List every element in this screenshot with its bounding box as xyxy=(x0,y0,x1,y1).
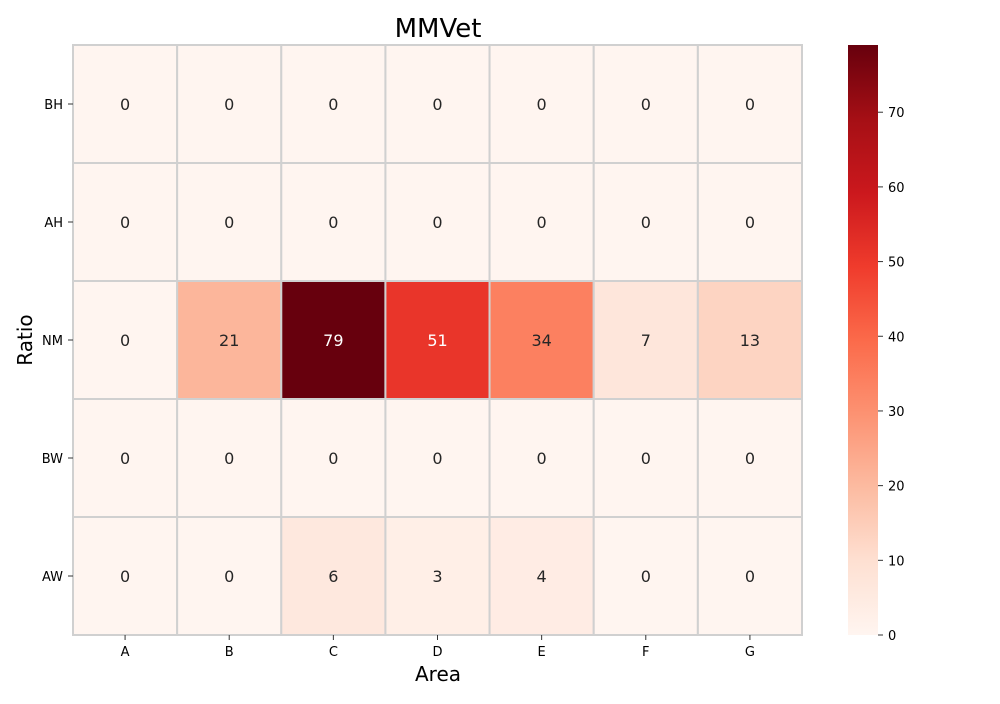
y-tick-label: AW xyxy=(42,570,63,585)
colorbar-tick-label: 30 xyxy=(888,405,905,420)
cell-value-label: 0 xyxy=(120,331,130,350)
x-tick-label: D xyxy=(432,645,442,660)
heatmap-cell xyxy=(280,44,387,164)
x-tick-label: G xyxy=(745,645,755,660)
cell-value-label: 0 xyxy=(120,449,130,468)
colorbar-tick-label: 0 xyxy=(888,629,896,644)
heatmap-cell xyxy=(280,516,387,636)
cell-value-label: 0 xyxy=(641,213,651,232)
colorbar-tick-label: 60 xyxy=(888,181,905,196)
cell-value-label: 0 xyxy=(328,449,338,468)
cell-value-label: 79 xyxy=(323,331,343,350)
heatmap-cell xyxy=(72,44,179,164)
heatmap-cell xyxy=(72,516,179,636)
colorbar-tick-label: 10 xyxy=(888,554,905,569)
colorbar: 0 10 20 30 40 50 60 70 xyxy=(848,45,905,644)
cell-value-label: 0 xyxy=(224,95,234,114)
y-tick-label: BW xyxy=(42,452,63,467)
heatmap-cell xyxy=(592,398,699,518)
colorbar-tick-label: 20 xyxy=(888,480,905,495)
cell-value-label: 0 xyxy=(537,449,547,468)
cell-value-label: 51 xyxy=(427,331,447,350)
cell-value-label: 0 xyxy=(224,213,234,232)
x-tick-label: B xyxy=(225,645,234,660)
cell-value-label: 0 xyxy=(120,95,130,114)
colorbar-tick-label: 50 xyxy=(888,256,905,271)
heatmap-cell xyxy=(488,162,595,282)
colorbar-gradient xyxy=(848,45,878,635)
cell-value-label: 0 xyxy=(432,449,442,468)
y-axis-label: Ratio xyxy=(13,314,37,365)
cell-value-label: 34 xyxy=(531,331,551,350)
y-axis-ticks: BH AH NM BW AW xyxy=(42,98,73,585)
x-axis-ticks: A B C D E F G xyxy=(121,635,755,660)
heatmap-cell xyxy=(280,280,387,400)
cell-value-label: 0 xyxy=(432,213,442,232)
cell-value-label: 0 xyxy=(224,449,234,468)
heatmap-cell xyxy=(592,280,699,400)
heatmap-cell xyxy=(696,280,803,400)
heatmap-cell xyxy=(72,398,179,518)
cell-value-label: 0 xyxy=(745,449,755,468)
heatmap-cell xyxy=(280,162,387,282)
cell-value-label: 0 xyxy=(641,95,651,114)
heatmap-cell xyxy=(488,280,595,400)
colorbar-tick-label: 40 xyxy=(888,330,905,345)
cell-value-label: 0 xyxy=(432,95,442,114)
cell-value-label: 0 xyxy=(745,213,755,232)
cell-value-label: 6 xyxy=(328,567,338,586)
heatmap-cell xyxy=(176,280,283,400)
cell-value-label: 0 xyxy=(745,567,755,586)
cell-value-label: 0 xyxy=(641,567,651,586)
cell-value-label: 0 xyxy=(120,567,130,586)
cell-value-label: 0 xyxy=(641,449,651,468)
heatmap-cell xyxy=(696,162,803,282)
heatmap-cell xyxy=(176,398,283,518)
y-tick-label: NM xyxy=(42,334,63,349)
chart-title: MMVet xyxy=(395,14,482,44)
heatmap-cells: 0 0 0 0 0 0 00 0 0 0 0 0 00 21 79 51 34 7 130 0 0 0 0 0 00 0 6 3 4 0 0 xyxy=(72,44,803,636)
colorbar-tick-label: 70 xyxy=(888,106,905,121)
x-axis-label: Area xyxy=(415,662,461,686)
heatmap-cell xyxy=(384,280,491,400)
y-tick-label: BH xyxy=(44,98,63,113)
cell-value-label: 21 xyxy=(219,331,239,350)
heatmap-cell xyxy=(176,44,283,164)
x-tick-label: E xyxy=(538,645,546,660)
x-tick-label: F xyxy=(642,645,649,660)
cell-value-label: 0 xyxy=(120,213,130,232)
cell-value-label: 0 xyxy=(537,95,547,114)
cell-value-label: 0 xyxy=(537,213,547,232)
cell-value-label: 0 xyxy=(328,213,338,232)
y-tick-label: AH xyxy=(44,216,63,231)
x-tick-label: A xyxy=(121,645,130,660)
heatmap-cell xyxy=(696,398,803,518)
cell-value-label: 0 xyxy=(328,95,338,114)
cell-value-label: 0 xyxy=(745,95,755,114)
x-tick-label: C xyxy=(329,645,338,660)
cell-value-label: 7 xyxy=(641,331,651,350)
cell-value-label: 0 xyxy=(224,567,234,586)
heatmap-cell xyxy=(592,44,699,164)
cell-value-label: 4 xyxy=(537,567,547,586)
cell-value-label: 3 xyxy=(432,567,442,586)
heatmap-cell xyxy=(384,398,491,518)
cell-value-label: 13 xyxy=(740,331,760,350)
